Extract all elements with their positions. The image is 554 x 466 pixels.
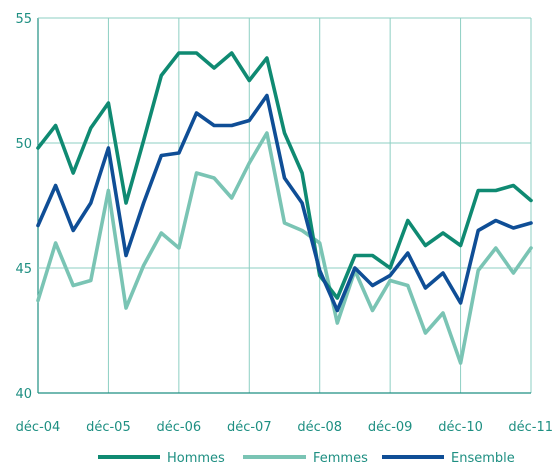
y-tick-label: 50 xyxy=(15,137,32,152)
legend-item-hommes: Hommes xyxy=(98,451,225,466)
legend-label: Ensemble xyxy=(451,451,515,466)
x-tick-label: déc-06 xyxy=(157,420,202,435)
legend-label: Hommes xyxy=(167,451,225,466)
x-tick-label: déc-05 xyxy=(86,420,131,435)
x-tick-label: déc-04 xyxy=(16,420,61,435)
x-tick-label: déc-11 xyxy=(508,420,553,435)
series-line-ensemble xyxy=(36,93,533,313)
series-line-femmes xyxy=(36,131,533,365)
x-tick-label: déc-10 xyxy=(438,420,483,435)
x-tick-label: déc-08 xyxy=(297,420,342,435)
x-axis-ticks: déc-04 déc-05 déc-06 déc-07 déc-08 déc-09 déc-… xyxy=(16,420,553,435)
y-tick-label: 40 xyxy=(15,387,32,402)
x-tick-label: déc-09 xyxy=(368,420,413,435)
y-tick-label: 45 xyxy=(15,262,32,277)
legend-item-ensemble: Ensemble xyxy=(382,451,515,466)
series-lines xyxy=(36,51,533,365)
y-axis-ticks: 40 45 50 55 xyxy=(15,12,32,402)
series-line-hommes xyxy=(36,51,533,300)
legend-label: Femmes xyxy=(313,451,368,466)
legend-item-femmes: Femmes xyxy=(243,451,368,466)
grid xyxy=(37,17,532,394)
y-tick-label: 55 xyxy=(15,12,32,27)
legend: Hommes Femmes Ensemble xyxy=(98,451,515,466)
x-tick-label: déc-07 xyxy=(227,420,272,435)
